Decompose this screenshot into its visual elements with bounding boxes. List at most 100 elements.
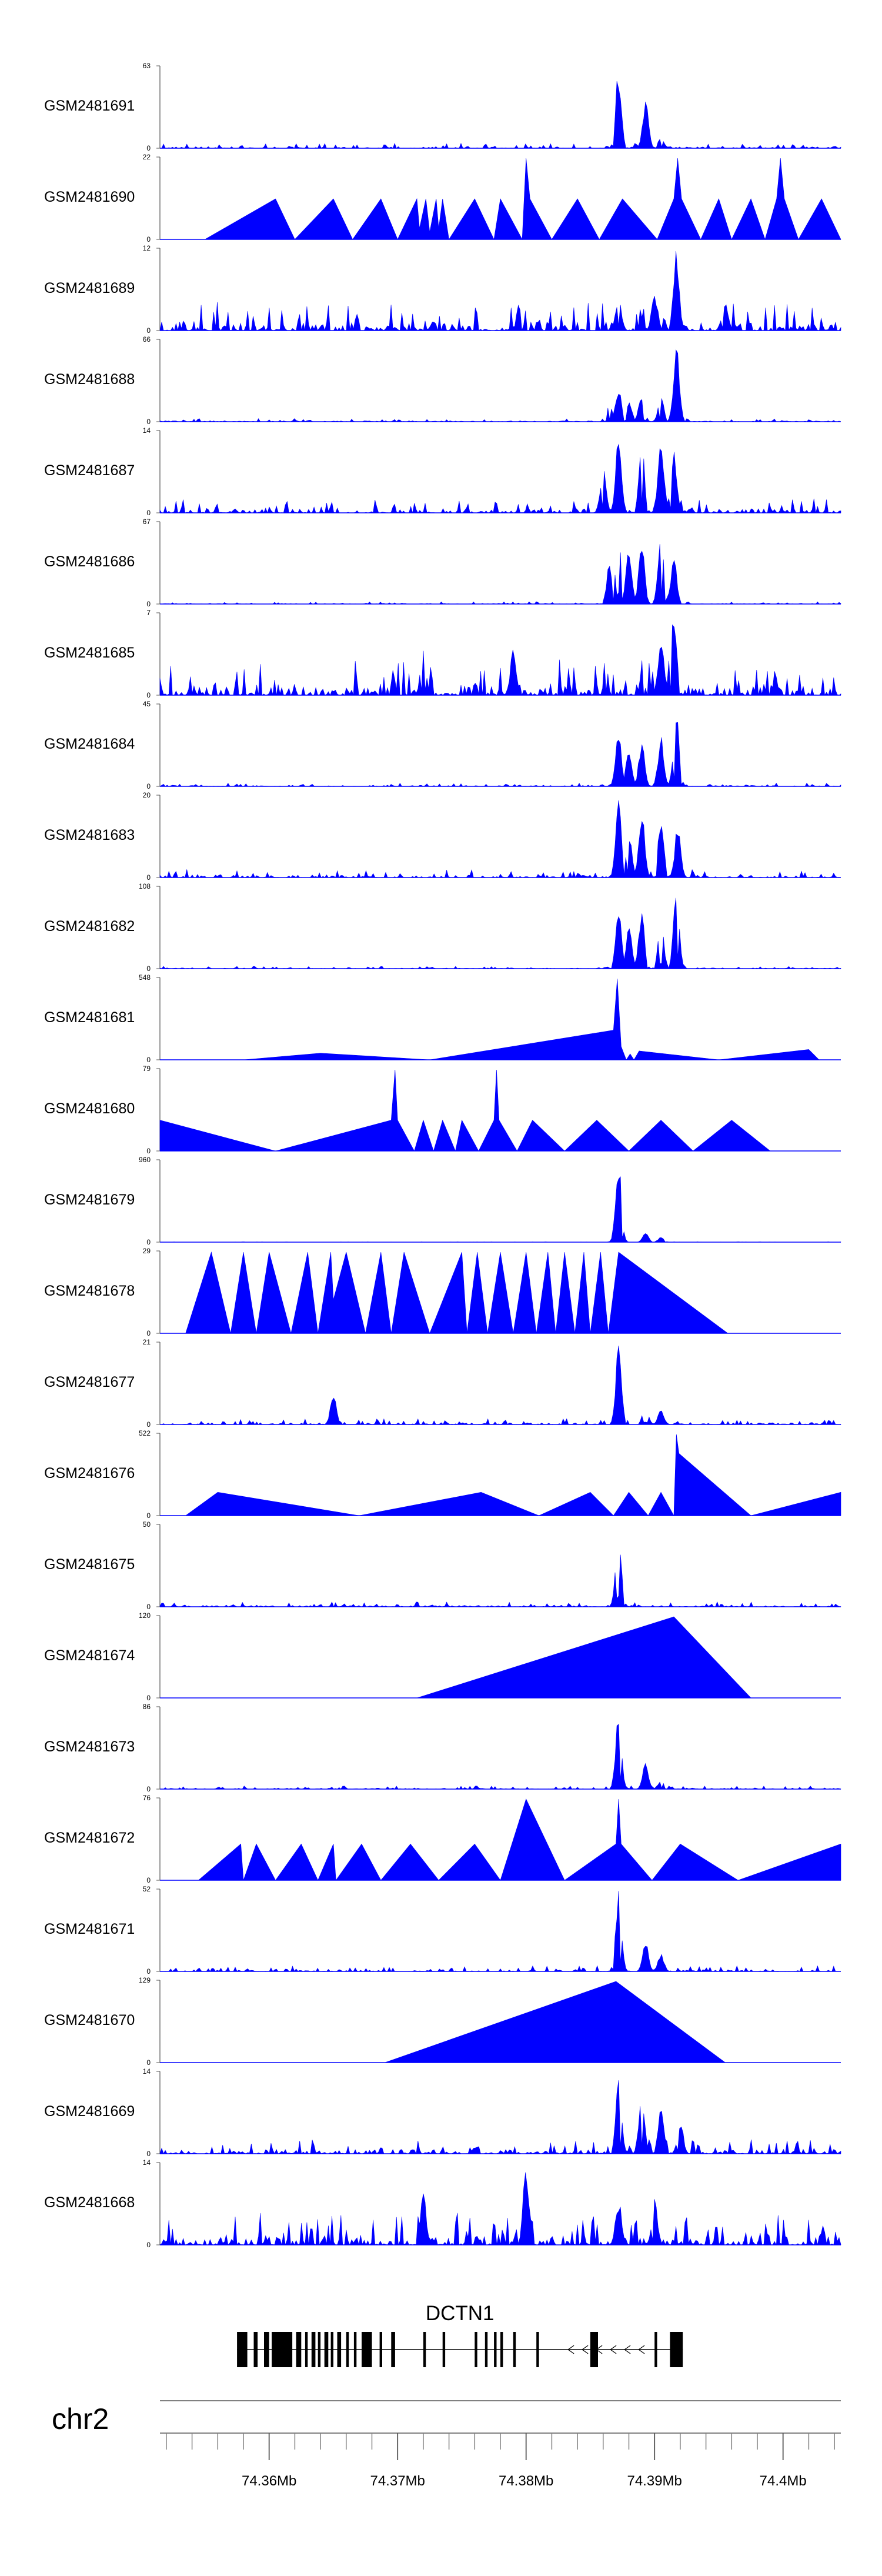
y-max-label: 63 xyxy=(143,62,151,70)
track-label: GSM2481679 xyxy=(44,1192,135,1208)
track-GSM2481672: GSM2481672 76 0 xyxy=(44,1794,841,1884)
track-GSM2481687: GSM2481687 14 0 xyxy=(44,426,841,517)
y-max-label: 66 xyxy=(143,335,151,343)
coverage-area xyxy=(385,1981,726,2063)
y-min-label: 0 xyxy=(146,1147,151,1155)
track-label: GSM2481677 xyxy=(44,1374,135,1390)
track-GSM2481691: GSM2481691 63 0 xyxy=(44,62,841,152)
gene-exon xyxy=(654,2332,657,2367)
coverage-area xyxy=(243,978,820,1060)
track-label: GSM2481683 xyxy=(44,827,135,843)
y-min-label: 0 xyxy=(146,1329,151,1337)
track-GSM2481681: GSM2481681 548 0 xyxy=(44,973,841,1064)
axis-tick-label: 74.37Mb xyxy=(370,2473,425,2489)
gene-name-label: DCTN1 xyxy=(426,2302,495,2325)
y-min-label: 0 xyxy=(146,2058,151,2067)
coverage-area xyxy=(159,897,841,969)
y-min-label: 0 xyxy=(146,782,151,790)
coverage-area xyxy=(159,1554,841,1607)
track-GSM2481669: GSM2481669 14 0 xyxy=(44,2067,841,2158)
track-GSM2481679: GSM2481679 960 0 xyxy=(44,1156,841,1246)
y-min-label: 0 xyxy=(146,509,151,517)
y-min-label: 0 xyxy=(146,1694,151,1702)
track-label: GSM2481670 xyxy=(44,2012,135,2028)
axis-tick-label: 74.39Mb xyxy=(627,2473,681,2489)
coverage-area xyxy=(185,1251,729,1334)
y-min-label: 0 xyxy=(146,1420,151,1429)
y-min-label: 0 xyxy=(146,2241,151,2249)
coverage-area xyxy=(159,624,841,696)
y-max-label: 14 xyxy=(143,2158,151,2167)
track-GSM2481680: GSM2481680 79 0 xyxy=(44,1065,841,1155)
gene-exon xyxy=(362,2332,372,2367)
y-max-label: 76 xyxy=(143,1794,151,1802)
track-GSM2481671: GSM2481671 52 0 xyxy=(44,1885,841,1976)
y-max-label: 52 xyxy=(143,1885,151,1893)
y-max-label: 522 xyxy=(139,1429,151,1437)
y-max-label: 14 xyxy=(143,2067,151,2076)
y-max-label: 67 xyxy=(143,518,151,526)
coverage-area xyxy=(159,1069,771,1152)
gene-exon xyxy=(500,2332,503,2367)
y-min-label: 0 xyxy=(146,1785,151,1793)
y-min-label: 0 xyxy=(146,1238,151,1246)
chromosome-label: chr2 xyxy=(52,2403,109,2435)
track-GSM2481674: GSM2481674 120 0 xyxy=(44,1611,841,1702)
track-label: GSM2481669 xyxy=(44,2103,135,2120)
coverage-area xyxy=(204,158,841,241)
gene-exon xyxy=(237,2332,248,2367)
y-min-label: 0 xyxy=(146,600,151,608)
genome-axis: chr2 74.36Mb 74.37Mb 74.38Mb 74.39Mb 74.4Mb xyxy=(52,2400,841,2489)
coverage-area xyxy=(159,2172,841,2246)
track-GSM2481689: GSM2481689 12 0 xyxy=(44,244,841,335)
gene-exon xyxy=(353,2332,357,2367)
strand-chevron xyxy=(624,2345,631,2354)
coverage-area xyxy=(159,1345,841,1425)
track-GSM2481670: GSM2481670 129 0 xyxy=(44,1976,841,2067)
y-max-label: 548 xyxy=(139,973,151,982)
track-label: GSM2481684 xyxy=(44,736,135,752)
y-max-label: 21 xyxy=(143,1338,151,1346)
coverage-area xyxy=(160,544,841,605)
gene-exon xyxy=(536,2332,539,2367)
coverage-area xyxy=(159,349,841,422)
track-GSM2481682: GSM2481682 108 0 xyxy=(44,882,841,973)
axis-tick-label: 74.4Mb xyxy=(760,2473,807,2489)
gene-exon xyxy=(513,2332,516,2367)
axis-tick-label: 74.38Mb xyxy=(499,2473,553,2489)
y-max-label: 20 xyxy=(143,791,151,799)
track-GSM2481685: GSM2481685 7 0 xyxy=(44,609,841,699)
coverage-area xyxy=(160,81,841,149)
track-label: GSM2481688 xyxy=(44,371,135,388)
track-GSM2481683: GSM2481683 20 0 xyxy=(44,791,841,882)
gene-exon xyxy=(590,2332,598,2367)
gene-exon xyxy=(253,2332,258,2367)
coverage-area xyxy=(159,443,841,513)
track-GSM2481668: GSM2481668 14 0 xyxy=(44,2158,841,2249)
coverage-area xyxy=(159,1724,841,1790)
coverage-area xyxy=(159,2080,841,2155)
gene-exon xyxy=(324,2332,329,2367)
y-max-label: 29 xyxy=(143,1247,151,1255)
coverage-area xyxy=(159,1891,841,1972)
coverage-area xyxy=(185,1434,841,1517)
track-GSM2481677: GSM2481677 21 0 xyxy=(44,1338,841,1429)
track-label: GSM2481686 xyxy=(44,553,135,570)
y-min-label: 0 xyxy=(146,1603,151,1611)
y-max-label: 960 xyxy=(139,1156,151,1164)
y-min-label: 0 xyxy=(146,1876,151,1884)
gene-exon xyxy=(305,2332,308,2367)
gene-exon xyxy=(475,2332,477,2367)
strand-chevron xyxy=(610,2345,617,2354)
track-label: GSM2481675 xyxy=(44,1556,135,1573)
track-GSM2481690: GSM2481690 22 0 xyxy=(44,153,841,243)
track-GSM2481673: GSM2481673 86 0 xyxy=(44,1703,841,1793)
gene-exon xyxy=(311,2332,316,2367)
track-label: GSM2481672 xyxy=(44,1830,135,1846)
y-min-label: 0 xyxy=(146,144,151,152)
track-label: GSM2481681 xyxy=(44,1009,135,1026)
gene-exon xyxy=(391,2332,395,2367)
gene-exon xyxy=(346,2332,349,2367)
track-GSM2481676: GSM2481676 522 0 xyxy=(44,1429,841,1520)
